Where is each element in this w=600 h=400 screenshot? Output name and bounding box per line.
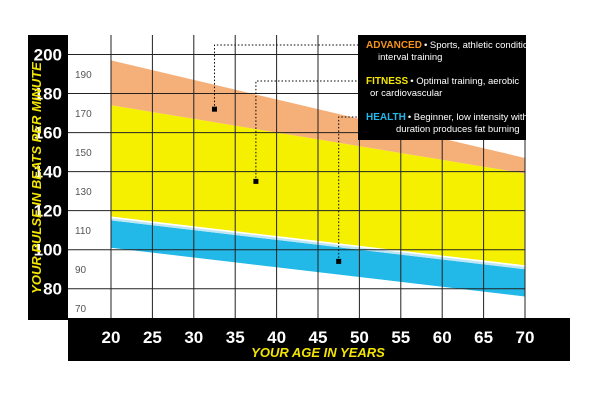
legend-fitness-desc-2: or cardiovascular bbox=[370, 88, 442, 99]
legend-fitness-name: FITNESS bbox=[366, 76, 409, 87]
x-axis-panel bbox=[68, 318, 570, 361]
x-tick-65: 65 bbox=[474, 328, 493, 347]
y-tick-120: 120 bbox=[34, 202, 62, 221]
y-axis-title: YOUR PULSE IN BEATS PER MINUTE bbox=[29, 62, 44, 294]
x-tick-60: 60 bbox=[433, 328, 452, 347]
x-tick-20: 20 bbox=[102, 328, 121, 347]
leader-advanced bbox=[214, 44, 362, 110]
x-tick-50: 50 bbox=[350, 328, 369, 347]
y-tick-140: 140 bbox=[34, 163, 62, 182]
legend-advanced-name: ADVANCED bbox=[366, 40, 422, 51]
x-tick-55: 55 bbox=[391, 328, 410, 347]
y-tick-200: 200 bbox=[34, 46, 62, 65]
y-minor-tick-90: 90 bbox=[75, 265, 87, 276]
legend-health-name: HEALTH bbox=[366, 112, 406, 123]
y-tick-160: 160 bbox=[34, 124, 62, 143]
x-tick-40: 40 bbox=[267, 328, 286, 347]
x-tick-25: 25 bbox=[143, 328, 162, 347]
x-axis-title: YOUR AGE IN YEARS bbox=[251, 345, 385, 360]
legend-advanced-desc-2: interval training bbox=[378, 52, 442, 63]
x-tick-45: 45 bbox=[309, 328, 328, 347]
legend-box bbox=[358, 35, 526, 140]
legend-health-desc-2: duration produces fat burning bbox=[396, 124, 520, 135]
leader-health bbox=[338, 116, 362, 262]
y-tick-100: 100 bbox=[34, 241, 62, 260]
legend-health-desc-1: • Beginner, low intensity with long bbox=[408, 112, 549, 123]
y-minor-tick-130: 130 bbox=[75, 187, 92, 198]
y-minor-tick-labels: 190 170 150 130 110 90 70 bbox=[75, 70, 92, 315]
x-tick-70: 70 bbox=[516, 328, 535, 347]
y-minor-tick-150: 150 bbox=[75, 148, 92, 159]
y-major-tick-labels: 200 180 160 140 120 100 80 bbox=[34, 46, 62, 299]
y-axis-panel bbox=[28, 35, 68, 320]
y-minor-tick-170: 170 bbox=[75, 109, 92, 120]
y-minor-tick-190: 190 bbox=[75, 70, 92, 81]
x-tick-labels: 20 25 30 35 40 45 50 55 60 65 70 bbox=[102, 328, 535, 347]
legend: ADVANCED • Sports, athletic conditioning … bbox=[366, 40, 557, 135]
y-minor-tick-110: 110 bbox=[75, 226, 91, 237]
x-tick-30: 30 bbox=[184, 328, 203, 347]
legend-advanced-desc-1: • Sports, athletic conditioning or bbox=[424, 40, 557, 51]
x-tick-35: 35 bbox=[226, 328, 245, 347]
y-tick-80: 80 bbox=[43, 280, 62, 299]
legend-fitness-desc-1: • Optimal training, aerobic bbox=[410, 76, 519, 87]
y-tick-180: 180 bbox=[34, 85, 62, 104]
marker-health bbox=[336, 258, 342, 264]
y-minor-tick-70: 70 bbox=[75, 304, 87, 315]
legend-leaders bbox=[212, 44, 362, 264]
marker-advanced bbox=[212, 106, 217, 112]
marker-fitness bbox=[253, 178, 259, 184]
